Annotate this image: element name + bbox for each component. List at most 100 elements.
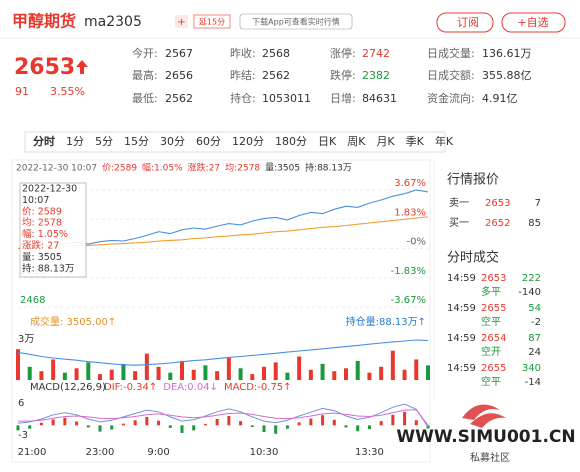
trade-volume: 87 <box>528 333 541 344</box>
add-icon[interactable] <box>175 15 188 28</box>
macd-bar <box>203 424 207 426</box>
tab[interactable]: 分时 <box>33 134 55 148</box>
macd-bar <box>262 425 266 433</box>
info-item: 价:2589 <box>102 163 137 174</box>
tab[interactable]: 周K <box>347 135 366 148</box>
tab[interactable]: 年K <box>435 134 454 148</box>
trade-time: 14:59 <box>447 303 476 314</box>
trades-title: 分时成交 <box>447 250 499 266</box>
volume-bar <box>144 353 149 380</box>
oi-line <box>17 339 429 366</box>
last-price: 2653 <box>14 55 75 80</box>
tab[interactable]: 120分 <box>232 135 264 148</box>
tooltip-line: 均: 2578 <box>22 217 62 229</box>
trade-volume: 222 <box>522 273 541 284</box>
stat-value: 84631 <box>362 92 397 105</box>
trade-type: 空平 <box>481 375 501 388</box>
trade-type: 空开 <box>481 345 501 358</box>
volume-bar <box>109 369 114 380</box>
stat-label: 日成交量: <box>427 46 475 60</box>
instrument-name: 甲醇期货 <box>12 12 76 31</box>
trade-price: 2655 <box>481 303 506 314</box>
macd-bar <box>403 411 407 426</box>
volume-bar <box>203 365 208 380</box>
macd-bar <box>157 420 161 426</box>
x-tick-label: 9:00 <box>147 447 169 458</box>
info-item: 均:2578 <box>225 162 260 174</box>
trade-price: 2654 <box>481 333 506 344</box>
orderbook-title: 行情报价 <box>447 173 499 188</box>
macd-bar <box>321 415 325 426</box>
tab[interactable]: 1分 <box>66 135 84 148</box>
delay-text: 延15分 <box>199 17 225 27</box>
volume-bar <box>156 366 161 380</box>
volume-bar <box>379 366 384 380</box>
stat-label: 资金流向: <box>427 91 475 105</box>
volume-bar <box>308 369 313 380</box>
macd-bar <box>285 425 289 429</box>
tab[interactable]: 15分 <box>124 135 149 148</box>
tab[interactable]: 日K <box>318 135 337 148</box>
stat-value: 2656 <box>165 69 193 82</box>
volume-bar <box>191 369 196 380</box>
volume-bar <box>426 365 430 380</box>
pct-tick-label: -0% <box>407 237 426 248</box>
instrument-code: ma2305 <box>84 14 142 30</box>
trade-delta: 24 <box>528 347 541 358</box>
trade-delta: -140 <box>518 287 541 298</box>
macd-bar <box>110 425 114 430</box>
volume-bar <box>74 368 79 380</box>
stat-value: 2562 <box>262 69 290 82</box>
tooltip-box <box>19 182 87 278</box>
volume-bar <box>226 358 231 380</box>
macd-bar <box>332 419 336 426</box>
tab[interactable]: 季K <box>406 135 425 148</box>
tab[interactable]: 30分 <box>160 135 185 148</box>
macd-bar <box>344 425 348 428</box>
macd-bar <box>414 420 418 426</box>
stat-label: 跌停: <box>330 68 356 82</box>
watch-text: +自选 <box>517 16 548 29</box>
info-item: 幅:1.05% <box>142 162 183 174</box>
stat-value: 1053011 <box>262 92 311 105</box>
trade-delta: -14 <box>525 377 541 388</box>
info-item: 涨跌:27 <box>188 163 221 174</box>
tooltip-line: 2022-12-30 <box>22 184 77 195</box>
macd-bar <box>63 417 67 426</box>
volume-bar <box>390 350 395 380</box>
tab[interactable]: 180分 <box>275 135 307 148</box>
stat-label: 最低: <box>132 92 158 105</box>
tab[interactable]: 月K <box>376 135 395 148</box>
volume-tick-label: 3万 <box>18 334 34 345</box>
download-button[interactable] <box>239 13 353 30</box>
volume-bar <box>39 371 44 380</box>
macd-bar <box>168 425 172 428</box>
delay-badge <box>193 14 231 29</box>
volume-bar <box>285 372 290 380</box>
subscribe-button[interactable] <box>436 12 494 33</box>
macd-label: DEA:0.04↓ <box>163 382 218 393</box>
macd-bar <box>379 421 383 426</box>
macd-bar <box>391 414 395 426</box>
stat-label: 今开: <box>132 46 158 60</box>
stat-value: 2568 <box>262 47 290 60</box>
macd-bar <box>16 425 20 431</box>
volume-bar <box>16 349 20 380</box>
pct-tick-label: -3.67% <box>391 295 426 306</box>
macd-bar <box>39 422 43 426</box>
volume-bar <box>238 368 243 380</box>
volume-bar <box>344 368 348 380</box>
ob-price: 2652 <box>485 218 510 229</box>
tab[interactable]: 60分 <box>196 135 221 148</box>
volume-bar <box>51 359 56 380</box>
y-tick-label: 2468 <box>20 295 45 306</box>
ob-volume: 7 <box>535 198 541 209</box>
macd-bar <box>133 420 137 426</box>
download-text: 下载App可查看实时行情 <box>252 17 340 27</box>
tooltip-line: 持: 88.13万 <box>22 262 74 274</box>
tab[interactable]: 5分 <box>95 135 113 148</box>
oi-title: 持仓量:88.13万↑ <box>346 315 426 328</box>
watch-button[interactable] <box>501 12 566 33</box>
trade-volume: 54 <box>528 303 541 314</box>
